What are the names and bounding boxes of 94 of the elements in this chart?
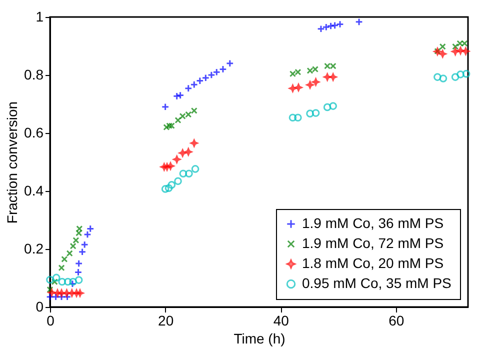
point [208, 71, 216, 79]
point [168, 181, 176, 189]
y-tick-label: 1 [36, 8, 44, 24]
point [161, 102, 170, 111]
point [78, 248, 86, 256]
point [329, 102, 337, 110]
point [330, 22, 339, 30]
y-tick-label: 0.2 [24, 240, 44, 256]
x-tick-label: 40 [273, 312, 290, 328]
point [179, 170, 188, 178]
y-tick-label: 0.8 [24, 66, 44, 82]
point [70, 242, 76, 250]
x-tick-label: 60 [388, 312, 404, 328]
point [174, 116, 182, 124]
point [48, 288, 56, 296]
point [80, 240, 89, 249]
legend-label: 0.95 mM Co, 35 mM PS [302, 275, 452, 291]
point [76, 289, 84, 297]
point [329, 73, 337, 81]
point [86, 224, 94, 233]
legend-label: 1.9 mM Co, 72 mM PS [302, 235, 444, 251]
point [294, 84, 302, 92]
point [439, 43, 446, 50]
y-tick-label: 0 [36, 298, 44, 314]
point [434, 73, 442, 81]
point [326, 22, 335, 30]
point [219, 65, 227, 74]
point [288, 114, 297, 122]
point [355, 18, 363, 26]
point [164, 184, 173, 192]
point [456, 70, 464, 78]
point [174, 177, 182, 186]
point [166, 162, 174, 170]
point [439, 74, 448, 82]
y-axis-title: Fraction conversion [4, 101, 20, 224]
point [451, 48, 460, 56]
point [317, 24, 325, 33]
legend-label: 1.9 mM Co, 36 mM PS [302, 215, 444, 231]
point [74, 260, 83, 268]
point [84, 230, 92, 238]
point [161, 185, 170, 193]
x-axis-title: Time (h) [234, 330, 286, 346]
legend-label: 1.8 mM Co, 20 mM PS [302, 255, 444, 271]
point [184, 84, 192, 92]
point [323, 73, 332, 81]
point [58, 278, 66, 286]
point [312, 109, 320, 117]
y-tick-label: 0.4 [24, 182, 44, 198]
point [76, 230, 82, 236]
point [306, 80, 314, 89]
point [184, 148, 192, 156]
point [336, 20, 344, 28]
point [76, 225, 83, 232]
point [172, 92, 181, 100]
point [52, 274, 60, 282]
point [172, 155, 181, 164]
point [288, 84, 297, 92]
point [63, 292, 72, 301]
point [202, 74, 210, 82]
point [46, 286, 54, 293]
point [46, 292, 54, 301]
point [212, 68, 221, 76]
point [52, 292, 60, 301]
point [226, 59, 234, 68]
point [312, 78, 320, 86]
point [190, 80, 198, 88]
point [176, 91, 184, 100]
point [74, 268, 82, 276]
point [294, 114, 302, 122]
x-tick-label: 0 [46, 312, 55, 328]
point [196, 76, 204, 85]
point [72, 237, 80, 244]
point [51, 278, 58, 286]
point [462, 47, 470, 56]
point [61, 256, 68, 262]
point [322, 23, 330, 32]
point [178, 149, 187, 157]
point [58, 264, 65, 272]
x-tick-label: 20 [158, 312, 174, 328]
point [462, 70, 470, 78]
point [66, 250, 73, 257]
point [191, 165, 200, 173]
point [451, 73, 460, 81]
point [306, 110, 314, 118]
point [438, 50, 447, 58]
point [190, 107, 198, 114]
y-tick-label: 0.6 [24, 124, 44, 140]
point [323, 103, 332, 112]
point [185, 170, 193, 178]
point [46, 276, 54, 284]
point [74, 276, 83, 284]
point [190, 139, 198, 148]
point [166, 122, 173, 130]
point [64, 278, 72, 286]
